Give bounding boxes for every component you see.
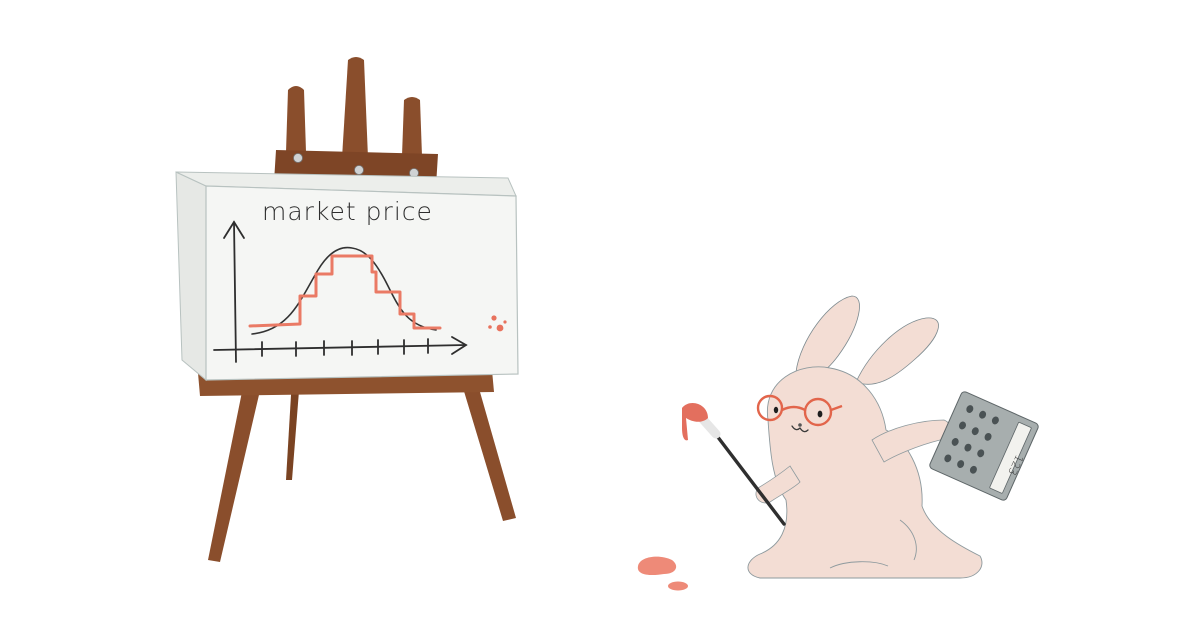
glasses-bridge [781, 405, 806, 412]
clamp-screw-center [354, 165, 364, 175]
chart-axes [213, 220, 468, 363]
board-title: market price [262, 197, 433, 226]
paint-blob-small [668, 581, 688, 591]
bunny-left-arm [755, 465, 801, 504]
bunny-left-eye [773, 406, 779, 414]
bunny-right-ear [855, 317, 939, 385]
glasses-right-lens [803, 397, 833, 427]
bunny-leg-line [899, 519, 917, 561]
calculator-screen [989, 421, 1032, 494]
easel-center-mast [342, 57, 368, 158]
canvas-side [175, 171, 207, 382]
canvas-face [205, 185, 519, 381]
glasses-arm [830, 404, 843, 412]
easel-left-prong [286, 86, 306, 152]
bunny-right-eye [817, 410, 823, 418]
clamp-screw-left [293, 153, 303, 163]
easel-left-leg [208, 382, 262, 562]
bunny [747, 295, 983, 579]
y-axis [233, 221, 237, 363]
price-step-line [248, 254, 442, 330]
paint-smudge [488, 315, 507, 332]
bell-curve [251, 246, 437, 335]
glasses-left-lens [756, 394, 784, 422]
easel-right-prong [402, 97, 422, 156]
bunny-left-ear [795, 295, 860, 378]
x-axis-ticks [261, 338, 429, 357]
bunny-mouth [791, 425, 809, 433]
canvas-board: market price [175, 171, 519, 382]
calculator: 123 [929, 391, 1039, 501]
y-axis-arrow [223, 220, 245, 239]
bunny-foot-line [829, 561, 889, 569]
x-axis-arrow [451, 336, 468, 355]
easel-right-leg [460, 378, 516, 521]
glasses [756, 394, 843, 427]
paint-drips [637, 556, 688, 591]
paintbrush [682, 403, 786, 526]
paint-blob-large [637, 556, 677, 576]
brush-tip [682, 403, 708, 441]
x-axis [213, 344, 467, 351]
calculator-keys [944, 405, 999, 474]
easel-back-leg [286, 378, 300, 480]
brush-handle [712, 430, 786, 526]
bunny-nose [798, 423, 802, 427]
